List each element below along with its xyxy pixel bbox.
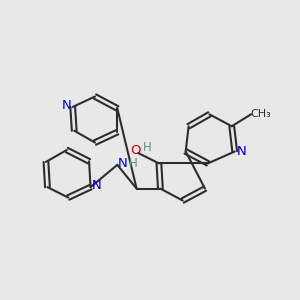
Text: N: N: [118, 157, 128, 170]
Text: O: O: [130, 144, 140, 157]
Text: N: N: [62, 99, 72, 112]
Text: CH₃: CH₃: [250, 109, 271, 119]
Text: N: N: [236, 145, 246, 158]
Text: H: H: [128, 157, 137, 170]
Text: H: H: [143, 140, 152, 154]
Text: N: N: [92, 179, 101, 192]
